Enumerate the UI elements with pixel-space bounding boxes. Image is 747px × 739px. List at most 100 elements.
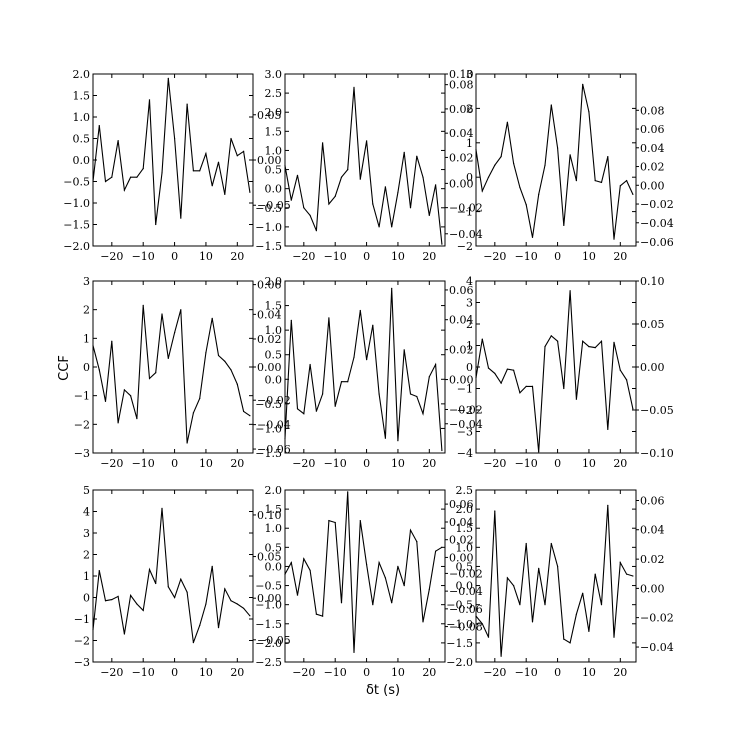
y-tick-label: 0: [83, 592, 90, 605]
y2-tick-label: −0.05: [257, 634, 291, 647]
y-tick-label: 0: [466, 171, 473, 184]
y-tick-label: 1.0: [265, 324, 283, 337]
x-tick-label: 20: [422, 666, 436, 679]
y-tick-label: 2: [466, 102, 473, 115]
subplot-1: −2.0 −1.5 −1.0 −0.5 0.0 0.5 1.0 1.5 2.0 −20 −10 0 10…: [63, 68, 290, 263]
data-point: [594, 347, 596, 349]
data-point: [211, 185, 213, 187]
data-point: [416, 155, 418, 157]
x-tick-label: 20: [230, 666, 244, 679]
y-tick-label: 1: [83, 570, 90, 583]
data-point: [243, 410, 245, 412]
data-point: [513, 162, 515, 164]
y2-tick-label: 0.02: [449, 534, 474, 547]
y-tick-label: 2: [466, 318, 473, 331]
data-point: [322, 142, 324, 144]
x-tick-label: −10: [132, 666, 155, 679]
data-point: [359, 309, 361, 312]
data-point: [494, 164, 496, 166]
data-point: [613, 238, 615, 240]
y2-tick-label: −0.02: [449, 202, 483, 215]
series-line: [93, 508, 251, 643]
y-tick-label: −1.5: [255, 618, 282, 631]
y-tick-label: 1.5: [265, 503, 283, 516]
y2-tick-label: −0.02: [449, 403, 483, 416]
data-point: [428, 376, 430, 378]
data-point: [519, 186, 521, 189]
x-tick-label: 0: [171, 666, 178, 679]
data-point: [366, 359, 368, 361]
y-tick-label: −2.5: [255, 656, 282, 669]
x-tick-label: 20: [613, 250, 627, 263]
y2-tick-label: −0.04: [640, 641, 674, 654]
y-tick-label: −1.5: [446, 637, 473, 650]
y2-tick-label: 0.02: [257, 333, 282, 346]
data-point: [632, 408, 634, 410]
y2-tick-label: 0.02: [449, 151, 474, 164]
data-point: [161, 172, 163, 174]
x-tick-label: 10: [391, 666, 405, 679]
data-point: [230, 600, 232, 602]
x-tick-label: 0: [171, 250, 178, 263]
data-point: [290, 199, 292, 201]
y2-tick-label: 0.06: [449, 498, 474, 511]
y2-tick-label: −0.05: [640, 404, 674, 417]
data-point: [167, 586, 169, 588]
y-tick-label: 1.5: [265, 125, 283, 138]
data-point: [397, 191, 399, 194]
data-point: [142, 168, 144, 170]
x-tick-label: −10: [515, 457, 538, 470]
data-point: [384, 577, 386, 579]
y2-tick-label: 0.00: [640, 361, 665, 374]
x-tick-label: 0: [554, 250, 561, 263]
data-point: [309, 363, 311, 366]
data-point: [403, 585, 405, 587]
series-line: [93, 305, 251, 444]
data-point: [416, 541, 418, 543]
data-point: [481, 623, 483, 625]
data-point: [167, 357, 169, 359]
data-point: [397, 440, 399, 442]
y2-tick-label: −0.04: [449, 418, 483, 431]
data-point: [117, 422, 119, 424]
y-tick-label: 0.5: [265, 541, 283, 554]
x-tick-label: −20: [292, 250, 315, 263]
x-tick-label: −20: [483, 250, 506, 263]
x-tick-label: 0: [363, 666, 370, 679]
y-tick-label: −0.5: [255, 202, 282, 215]
data-point: [409, 393, 412, 395]
data-point: [519, 604, 521, 606]
data-point: [303, 413, 305, 415]
data-point: [366, 563, 368, 566]
y-tick-label: −3: [74, 656, 90, 669]
y-tick-label: 5: [83, 484, 90, 497]
y2-tick-label: −0.02: [449, 567, 483, 580]
y2-tick-label: 0.04: [640, 142, 665, 155]
y-tick-label: 2.0: [456, 503, 474, 516]
data-point: [334, 521, 336, 524]
y-tick-label: 2: [83, 304, 90, 317]
data-point: [409, 207, 412, 209]
x-tick-label: 0: [363, 457, 370, 470]
y2-tick-label: 0.00: [640, 179, 665, 192]
data-point: [205, 603, 207, 605]
data-point: [378, 226, 380, 228]
data-point: [104, 600, 107, 602]
y2-tick-label: −0.04: [257, 419, 291, 432]
y-tick-label: −2.0: [63, 240, 90, 253]
data-point: [296, 408, 299, 410]
data-point: [148, 377, 151, 380]
data-point: [340, 381, 343, 383]
data-point: [243, 150, 245, 152]
data-point: [249, 615, 251, 617]
y-tick-label: −1: [457, 206, 473, 219]
data-point: [391, 287, 393, 289]
data-point: [309, 214, 311, 216]
data-point: [538, 451, 540, 453]
data-point: [563, 638, 565, 640]
data-point: [249, 415, 251, 417]
y2-tick-label: 0.04: [640, 524, 665, 537]
data-point: [130, 176, 132, 178]
y-tick-label: 1.0: [265, 144, 283, 157]
